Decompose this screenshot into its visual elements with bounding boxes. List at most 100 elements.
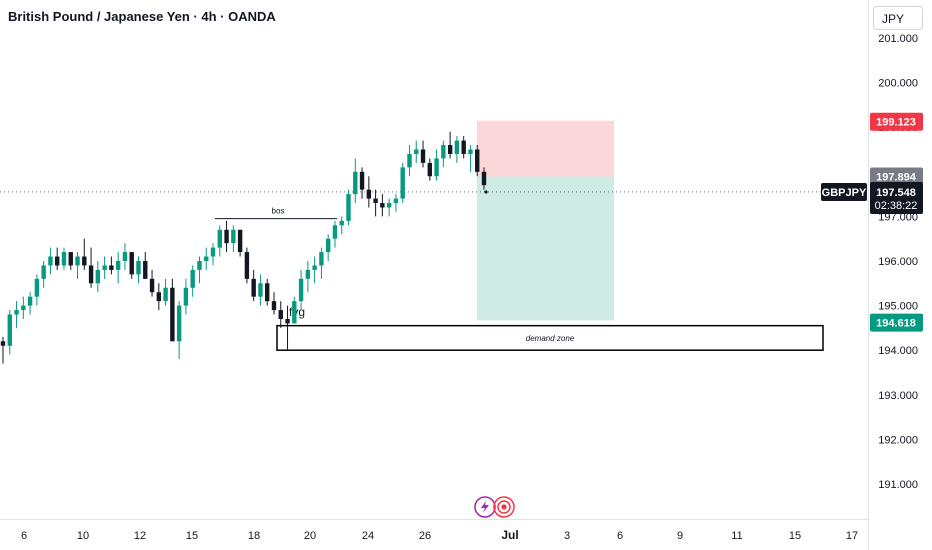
candle-body bbox=[136, 261, 141, 275]
candle bbox=[204, 247, 209, 270]
y-tick-label: 197.000 bbox=[878, 211, 918, 223]
candle-body bbox=[332, 225, 338, 239]
candle bbox=[454, 136, 460, 163]
x-tick-label: 26 bbox=[419, 530, 431, 542]
candle bbox=[319, 247, 324, 279]
candle-body bbox=[393, 198, 399, 204]
candle-body bbox=[102, 265, 107, 270]
y-tick-label: 193.000 bbox=[878, 390, 918, 402]
candle-body bbox=[14, 310, 19, 315]
candle-body bbox=[88, 265, 94, 284]
candle-body bbox=[481, 171, 487, 186]
y-tick-label: 191.000 bbox=[878, 479, 918, 491]
countdown-label: 02:38:22 bbox=[875, 200, 918, 212]
currency-button[interactable]: JPY bbox=[873, 6, 923, 30]
symbol-tag-label: GBPJPY bbox=[822, 187, 867, 199]
take-profit-price-bg bbox=[870, 112, 923, 131]
candle bbox=[339, 216, 344, 235]
price-axis-separator bbox=[868, 0, 869, 550]
candle-body bbox=[400, 167, 405, 199]
candle bbox=[7, 310, 12, 355]
x-tick-label: 9 bbox=[677, 530, 683, 542]
candle-body bbox=[27, 296, 33, 306]
candle bbox=[224, 220, 229, 253]
candle bbox=[346, 189, 351, 226]
candle bbox=[61, 247, 67, 270]
candle bbox=[88, 247, 94, 288]
candle bbox=[271, 292, 277, 315]
candle-body bbox=[441, 145, 446, 159]
y-tick-label: 194.000 bbox=[878, 345, 918, 357]
candle bbox=[129, 252, 134, 279]
take-profit-price-label: 199.123 bbox=[876, 117, 916, 129]
candle-body bbox=[75, 256, 80, 266]
record-icon[interactable] bbox=[493, 496, 515, 518]
candle bbox=[434, 149, 439, 181]
candle-body bbox=[109, 265, 114, 270]
candle-body bbox=[325, 238, 331, 253]
candle bbox=[170, 278, 175, 342]
candle bbox=[54, 247, 60, 270]
candle-body bbox=[210, 247, 216, 257]
candle bbox=[251, 269, 256, 302]
candle-body bbox=[346, 194, 351, 221]
candle-body bbox=[420, 149, 426, 163]
x-tick-label: 17 bbox=[846, 530, 858, 542]
candle bbox=[115, 252, 121, 284]
entry-price-bg bbox=[870, 167, 923, 186]
candle-body bbox=[265, 283, 270, 302]
candle bbox=[420, 140, 426, 168]
candle bbox=[393, 194, 399, 212]
candle-body bbox=[271, 301, 277, 311]
candle bbox=[298, 269, 304, 311]
candle-body bbox=[204, 256, 209, 261]
x-tick-label: Jul bbox=[501, 528, 518, 542]
candle bbox=[149, 269, 155, 297]
time-axis-separator bbox=[0, 519, 868, 520]
candle-body bbox=[339, 220, 344, 226]
candle bbox=[258, 274, 263, 306]
candle-body bbox=[447, 145, 453, 154]
candle bbox=[447, 131, 453, 159]
candle bbox=[407, 145, 412, 177]
candle-body bbox=[386, 203, 392, 208]
candle bbox=[190, 265, 195, 297]
candle-body bbox=[183, 287, 189, 306]
x-tick-label: 24 bbox=[362, 530, 374, 542]
entry-price-label: 197.894 bbox=[876, 172, 917, 184]
current-price-bg bbox=[870, 181, 923, 214]
take-profit-zone[interactable] bbox=[477, 176, 614, 321]
candle bbox=[109, 256, 114, 275]
candle bbox=[156, 283, 162, 311]
current-price-label: 197.548 bbox=[876, 187, 916, 199]
candle bbox=[102, 256, 107, 279]
candle-body bbox=[82, 256, 87, 266]
lightning-icon[interactable] bbox=[474, 496, 496, 518]
candle bbox=[475, 145, 480, 177]
candle bbox=[359, 167, 365, 199]
candle bbox=[14, 301, 19, 328]
candle bbox=[427, 158, 433, 181]
candle bbox=[21, 296, 26, 319]
stop-loss-zone[interactable] bbox=[477, 120, 614, 177]
candle bbox=[332, 220, 338, 248]
candle bbox=[481, 167, 487, 190]
y-tick-label: 200.000 bbox=[878, 78, 918, 90]
candle-body bbox=[414, 149, 419, 154]
candle-body bbox=[34, 278, 40, 297]
demand-zone-box[interactable] bbox=[276, 324, 824, 351]
candle-body bbox=[454, 140, 460, 154]
candle-body bbox=[95, 269, 101, 284]
x-tick-label: 15 bbox=[186, 530, 198, 542]
candle bbox=[143, 252, 148, 279]
candle-body bbox=[224, 229, 229, 244]
candle-body bbox=[468, 149, 473, 154]
candle-body bbox=[237, 229, 243, 253]
candle bbox=[122, 243, 128, 270]
candle-body bbox=[163, 287, 168, 302]
record-inner-ring bbox=[497, 500, 511, 514]
x-tick-label: 15 bbox=[789, 530, 801, 542]
symbol-tag-bg bbox=[821, 182, 867, 201]
replay-indicator[interactable] bbox=[470, 492, 530, 522]
